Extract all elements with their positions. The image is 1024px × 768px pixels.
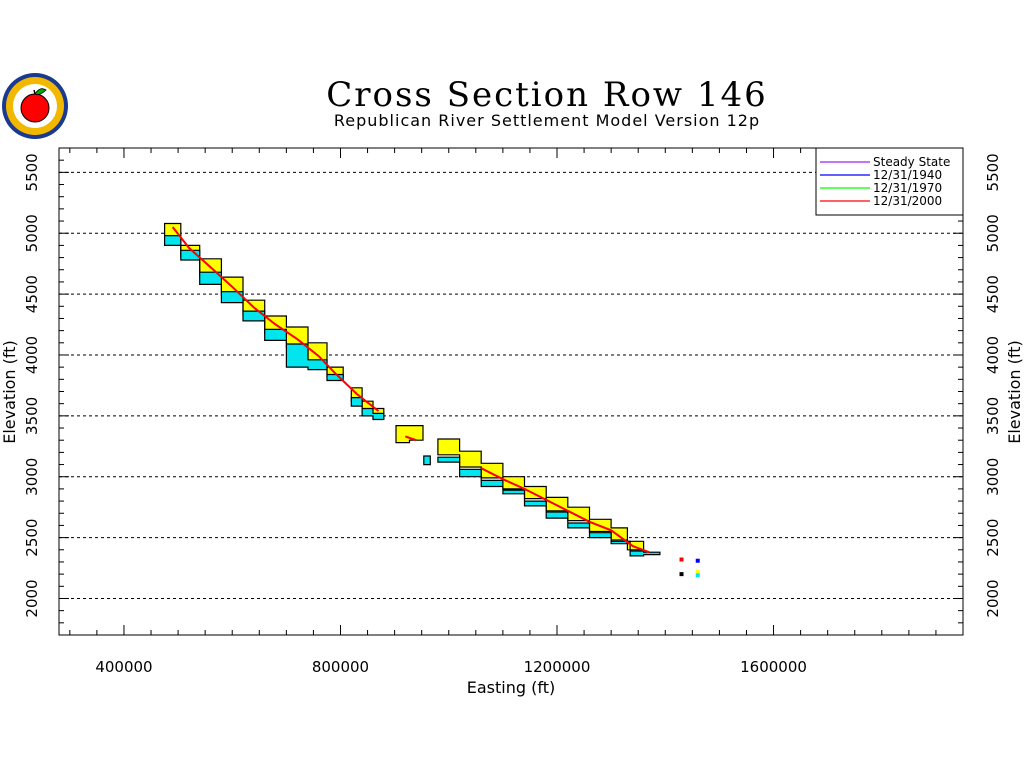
data-layer bbox=[164, 222, 700, 578]
chart-subtitle: Republican River Settlement Model Versio… bbox=[334, 111, 760, 130]
cell-marker bbox=[695, 558, 700, 563]
y-tick-label-right: 3000 bbox=[984, 458, 1002, 496]
y-axis-label-right: Elevation (ft) bbox=[1005, 340, 1024, 444]
cell-marker bbox=[679, 572, 684, 577]
cyan-layer-band bbox=[350, 397, 385, 421]
y-tick-label-right: 2000 bbox=[984, 579, 1002, 617]
y-tick-label-left: 4000 bbox=[23, 336, 41, 374]
chart-title: Cross Section Row 146 bbox=[326, 75, 767, 115]
y-tick-label-left: 3500 bbox=[23, 397, 41, 435]
y-tick-label-left: 3000 bbox=[23, 458, 41, 496]
apple-seal-icon bbox=[2, 73, 68, 139]
legend-label-steady-state: Steady State bbox=[873, 155, 950, 169]
y-tick-label-right: 4500 bbox=[984, 275, 1002, 313]
x-tick-label: 1600000 bbox=[740, 658, 807, 676]
y-tick-label-left: 2000 bbox=[23, 579, 41, 617]
cyan-layer-band bbox=[437, 456, 661, 557]
y-tick-label-right: 5000 bbox=[984, 214, 1002, 252]
legend-label-1970: 12/31/1970 bbox=[873, 181, 942, 195]
legend-box bbox=[815, 147, 964, 216]
y-tick-label-right: 4000 bbox=[984, 336, 1002, 374]
legend-label-1940: 12/31/1940 bbox=[873, 168, 942, 182]
cell-marker bbox=[679, 557, 684, 562]
plot-frame bbox=[58, 147, 964, 636]
y-tick-label-left: 4500 bbox=[23, 275, 41, 313]
series-line-12-31-2000 bbox=[480, 467, 650, 554]
series-line-12-31-2000 bbox=[171, 226, 380, 412]
axis-ticks: 2000 2000 2500 2500 3000 3000 3500 3500 4000 4000… bbox=[23, 148, 1002, 676]
x-tick-label: 1200000 bbox=[524, 658, 591, 676]
y-tick-label-left: 2500 bbox=[23, 519, 41, 557]
y-tick-label-right: 2500 bbox=[984, 519, 1002, 557]
x-axis-label: Easting (ft) bbox=[467, 678, 555, 697]
series-line-12-31-2000 bbox=[405, 435, 417, 442]
legend: Steady State 12/31/1940 12/31/1970 12/31… bbox=[815, 147, 964, 216]
x-tick-label: 400000 bbox=[95, 658, 152, 676]
y-tick-label-right: 3500 bbox=[984, 397, 1002, 435]
yellow-layer-band bbox=[395, 425, 424, 444]
y-tick-label-right: 5500 bbox=[984, 153, 1002, 191]
x-tick-label: 800000 bbox=[312, 658, 369, 676]
cyan-layer-band bbox=[423, 455, 431, 466]
y-tick-label-left: 5500 bbox=[23, 153, 41, 191]
y-axis-label-left: Elevation (ft) bbox=[0, 340, 19, 444]
legend-label-2000: 12/31/2000 bbox=[873, 194, 942, 208]
cell-marker bbox=[695, 569, 700, 574]
cell-marker bbox=[695, 573, 700, 578]
y-tick-label-left: 5000 bbox=[23, 214, 41, 252]
yellow-layer-band bbox=[437, 438, 645, 551]
grid-lines bbox=[59, 171, 963, 599]
